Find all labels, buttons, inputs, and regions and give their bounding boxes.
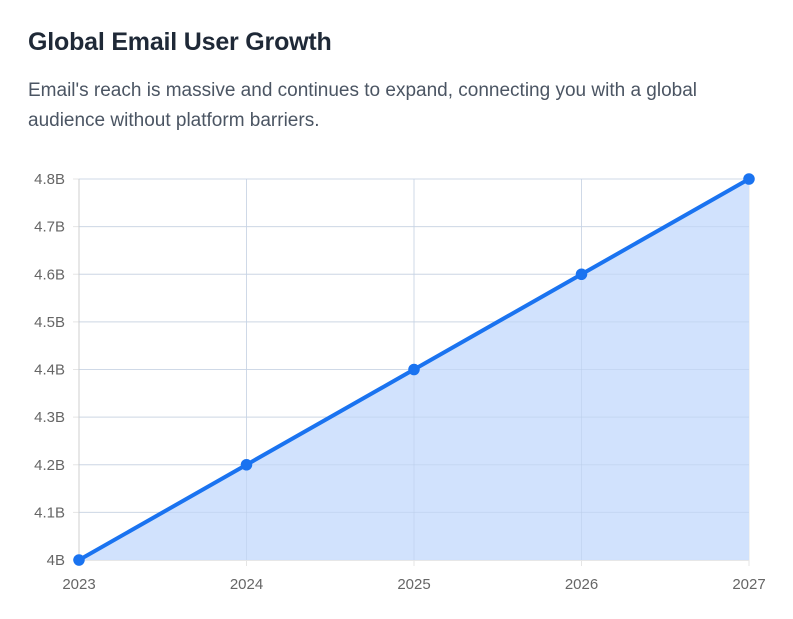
- data-point: [240, 459, 253, 471]
- y-tick-label: 4.6B: [34, 266, 65, 283]
- x-tick-label: 2027: [732, 576, 765, 593]
- x-tick-label: 2024: [230, 576, 263, 593]
- page-subtitle: Email's reach is massive and continues t…: [28, 80, 698, 131]
- y-tick-label: 4.7B: [34, 219, 65, 236]
- y-tick-label: 4.5B: [34, 314, 65, 331]
- y-tick-label: 4B: [47, 552, 65, 569]
- y-tick-label: 4.8B: [34, 171, 65, 188]
- data-point: [575, 268, 588, 280]
- data-point: [743, 173, 755, 185]
- y-tick-label: 4.2B: [34, 457, 65, 474]
- data-point: [408, 363, 420, 376]
- data-point: [73, 554, 85, 566]
- x-tick-label: 2026: [565, 576, 598, 593]
- y-tick-label: 4.3B: [34, 409, 65, 426]
- y-tick-label: 4.1B: [34, 504, 65, 521]
- y-tick-label: 4.4B: [34, 362, 65, 379]
- x-tick-label: 2025: [397, 576, 430, 593]
- page-title: Global Email User Growth: [28, 28, 332, 56]
- x-tick-label: 2023: [62, 576, 95, 593]
